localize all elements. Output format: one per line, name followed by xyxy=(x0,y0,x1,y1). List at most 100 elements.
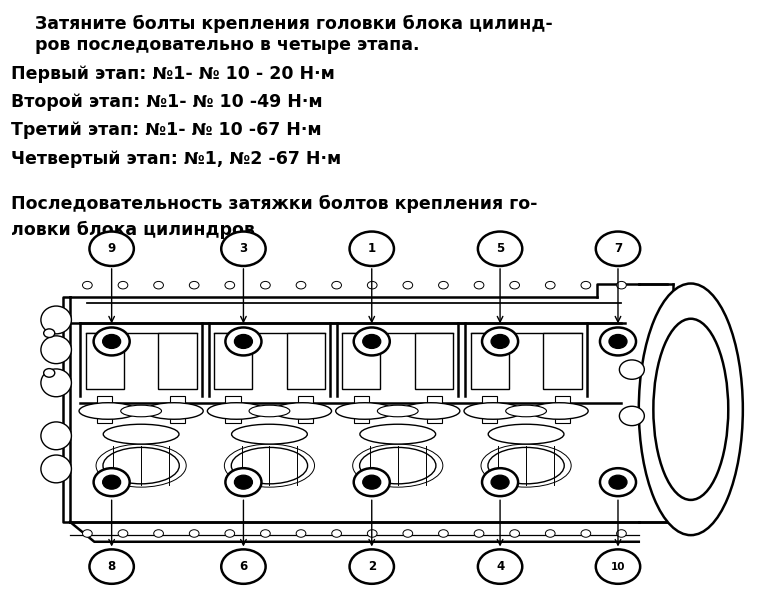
Text: 10: 10 xyxy=(610,561,625,571)
Circle shape xyxy=(367,282,377,289)
Ellipse shape xyxy=(41,369,71,397)
Bar xyxy=(158,333,197,390)
Circle shape xyxy=(83,282,93,289)
Circle shape xyxy=(154,282,164,289)
Ellipse shape xyxy=(336,403,394,419)
Circle shape xyxy=(225,282,235,289)
Circle shape xyxy=(581,282,591,289)
Bar xyxy=(226,396,241,422)
Circle shape xyxy=(221,232,265,266)
Circle shape xyxy=(581,530,591,537)
Text: Последовательность затяжки болтов крепления го-: Последовательность затяжки болтов крепле… xyxy=(11,195,537,213)
Circle shape xyxy=(118,282,128,289)
Bar xyxy=(470,333,509,390)
Text: ров последовательно в четыре этапа.: ров последовательно в четыре этапа. xyxy=(11,36,419,53)
Circle shape xyxy=(226,327,262,355)
Ellipse shape xyxy=(41,336,71,364)
Circle shape xyxy=(363,334,381,349)
Text: Четвертый этап: №1, №2 -67 Н·м: Четвертый этап: №1, №2 -67 Н·м xyxy=(11,150,340,168)
Bar xyxy=(427,396,442,422)
Circle shape xyxy=(189,530,199,537)
Bar xyxy=(353,396,369,422)
Circle shape xyxy=(103,334,121,349)
Circle shape xyxy=(93,468,130,496)
Ellipse shape xyxy=(231,447,308,484)
Ellipse shape xyxy=(273,403,331,419)
Circle shape xyxy=(332,282,341,289)
Text: 9: 9 xyxy=(108,242,116,255)
Circle shape xyxy=(620,360,644,380)
Ellipse shape xyxy=(224,444,314,487)
Circle shape xyxy=(296,530,306,537)
Circle shape xyxy=(350,549,394,584)
Text: 6: 6 xyxy=(239,560,248,573)
Circle shape xyxy=(225,530,235,537)
Text: ловки блока цилиндров: ловки блока цилиндров xyxy=(11,222,255,239)
Circle shape xyxy=(234,475,252,489)
Circle shape xyxy=(261,282,270,289)
Circle shape xyxy=(482,468,518,496)
Circle shape xyxy=(189,282,199,289)
Circle shape xyxy=(600,327,636,355)
Circle shape xyxy=(438,282,448,289)
Ellipse shape xyxy=(377,405,418,417)
Ellipse shape xyxy=(249,405,290,417)
Ellipse shape xyxy=(41,306,71,334)
Circle shape xyxy=(44,329,55,337)
Ellipse shape xyxy=(121,405,161,417)
Ellipse shape xyxy=(488,447,565,484)
Text: 8: 8 xyxy=(108,560,116,573)
Ellipse shape xyxy=(530,403,588,419)
Circle shape xyxy=(332,530,341,537)
Circle shape xyxy=(596,549,640,584)
Bar xyxy=(86,333,124,390)
Bar xyxy=(214,333,252,390)
Text: 4: 4 xyxy=(496,560,504,573)
Circle shape xyxy=(367,530,377,537)
Circle shape xyxy=(545,282,555,289)
Circle shape xyxy=(261,530,270,537)
Bar xyxy=(555,396,570,422)
Bar xyxy=(342,333,380,390)
Circle shape xyxy=(609,334,627,349)
Circle shape xyxy=(609,475,627,489)
Text: Второй этап: №1- № 10 -49 Н·м: Второй этап: №1- № 10 -49 Н·м xyxy=(11,93,322,111)
Circle shape xyxy=(83,530,93,537)
Circle shape xyxy=(620,406,644,426)
Circle shape xyxy=(103,475,121,489)
Circle shape xyxy=(118,530,128,537)
Ellipse shape xyxy=(402,403,460,419)
Text: Затяните болты крепления головки блока цилинд-: Затяните болты крепления головки блока ц… xyxy=(11,14,552,33)
Ellipse shape xyxy=(232,424,308,444)
Circle shape xyxy=(482,327,518,355)
Circle shape xyxy=(596,232,640,266)
Circle shape xyxy=(234,334,252,349)
Ellipse shape xyxy=(145,403,203,419)
Ellipse shape xyxy=(79,403,137,419)
Circle shape xyxy=(353,468,390,496)
Circle shape xyxy=(478,549,522,584)
Text: 2: 2 xyxy=(368,560,376,573)
Circle shape xyxy=(545,530,555,537)
Ellipse shape xyxy=(41,455,71,483)
Ellipse shape xyxy=(653,319,728,500)
Circle shape xyxy=(363,475,381,489)
Ellipse shape xyxy=(96,444,186,487)
Bar xyxy=(170,396,185,422)
Bar xyxy=(482,396,497,422)
Bar xyxy=(543,333,581,390)
Text: 5: 5 xyxy=(496,242,504,255)
Circle shape xyxy=(296,282,306,289)
Circle shape xyxy=(474,282,484,289)
Circle shape xyxy=(509,530,519,537)
Circle shape xyxy=(221,549,265,584)
Text: Первый этап: №1- № 10 - 20 Н·м: Первый этап: №1- № 10 - 20 Н·м xyxy=(11,65,334,83)
Ellipse shape xyxy=(207,403,265,419)
Circle shape xyxy=(226,468,262,496)
Ellipse shape xyxy=(360,447,436,484)
Ellipse shape xyxy=(103,424,179,444)
Text: Третий этап: №1- № 10 -67 Н·м: Третий этап: №1- № 10 -67 Н·м xyxy=(11,121,321,140)
Text: 3: 3 xyxy=(239,242,248,255)
Circle shape xyxy=(478,232,522,266)
Ellipse shape xyxy=(481,444,571,487)
